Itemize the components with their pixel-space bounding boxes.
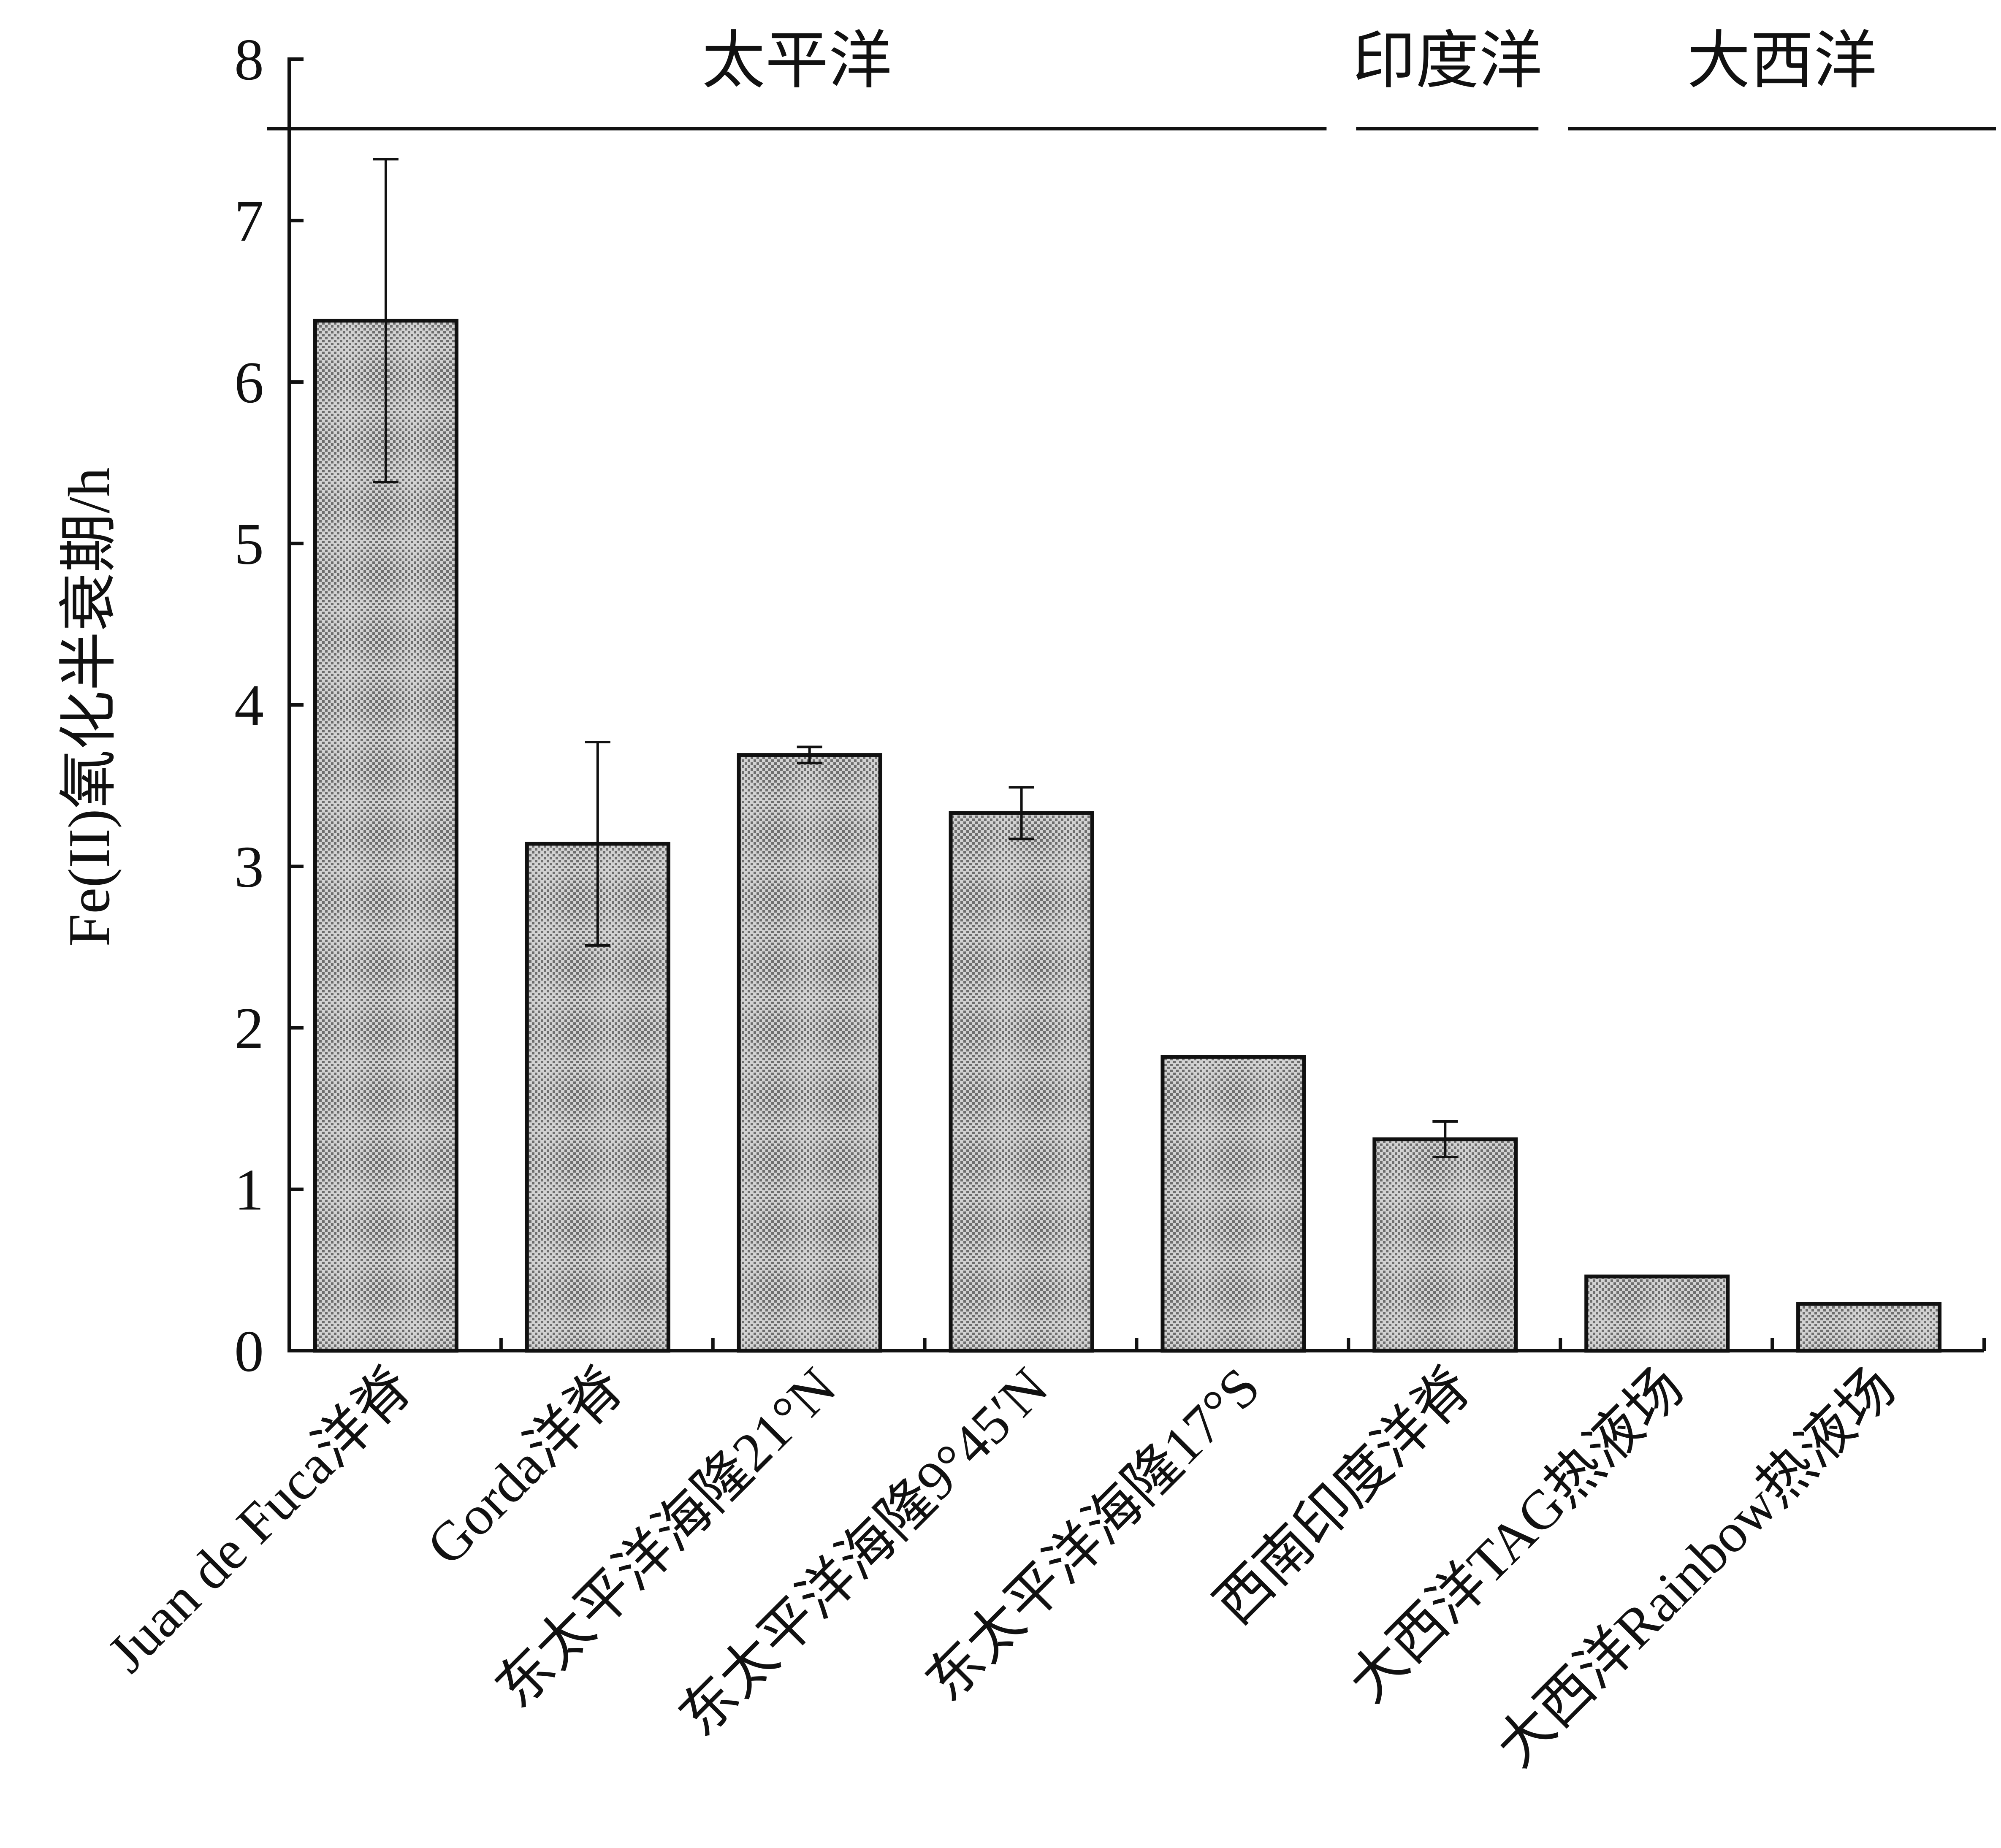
y-tick-label: 8 <box>234 27 264 92</box>
y-tick-label: 5 <box>234 512 264 577</box>
bar <box>737 753 882 1353</box>
x-category-label: Gorda洋脊 <box>415 1356 636 1577</box>
ocean-group-label: 大西洋 <box>1687 26 1877 96</box>
y-tick-label: 7 <box>234 189 264 254</box>
category-labels: Juan de Fuca洋脊Gorda洋脊东太平洋海隆21°N东太平洋海隆9°4… <box>96 1356 1907 1778</box>
y-tick-label: 4 <box>234 673 264 738</box>
x-category-label: Juan de Fuca洋脊 <box>96 1356 424 1684</box>
bar <box>1584 1274 1730 1353</box>
bars <box>313 319 1942 1353</box>
bar <box>1160 1055 1306 1353</box>
y-tick-label: 3 <box>234 835 264 900</box>
bar <box>1372 1137 1518 1353</box>
bar <box>1796 1302 1942 1353</box>
ocean-group-label: 太平洋 <box>702 26 892 96</box>
y-tick-label: 0 <box>234 1319 264 1384</box>
y-tick-label: 6 <box>234 350 264 415</box>
y-tick-label: 1 <box>234 1157 264 1223</box>
y-tick-label: 2 <box>234 996 264 1061</box>
x-category-label: 大西洋Rainbow热液场 <box>1485 1356 1907 1778</box>
error-bars <box>373 158 1458 1158</box>
y-ticks: 0 1 2 3 4 5 6 7 8 <box>234 27 304 1384</box>
ocean-group-lines: 太平洋 印度洋 大西洋 <box>267 26 1996 130</box>
y-axis-label: Fe(II)氧化半衰期/h <box>57 467 122 946</box>
x-ticks <box>499 1338 1986 1351</box>
ocean-group-label: 印度洋 <box>1352 26 1542 96</box>
x-category-label: 东太平洋海隆9°45′N <box>667 1356 1060 1748</box>
bar <box>313 319 458 1353</box>
bar <box>949 811 1094 1353</box>
